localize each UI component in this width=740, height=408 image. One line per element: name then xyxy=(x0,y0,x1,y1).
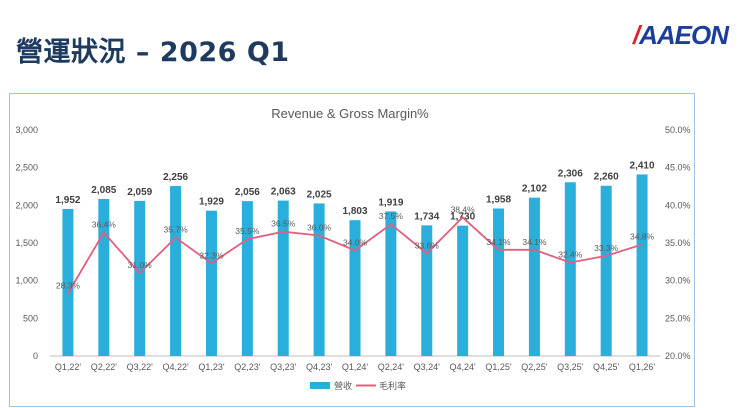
logo-accent-mark: / xyxy=(632,20,640,50)
gross-margin-data-label: 36.4% xyxy=(92,219,117,229)
company-logo: /AAEON xyxy=(632,20,729,51)
x-tick-label: Q3,22' xyxy=(127,362,154,372)
revenue-bar xyxy=(98,198,110,356)
revenue-bar xyxy=(528,197,540,356)
y-right-tick-label: 40.0% xyxy=(665,200,691,210)
revenue-gross-margin-chart: Revenue & Gross Margin% 0 500 1,000 1,500 2,… xyxy=(15,106,691,392)
revenue-bar xyxy=(385,211,397,356)
chart-legend: 營收 毛利率 xyxy=(310,380,406,392)
y-right-tick-label: 25.0% xyxy=(665,313,691,323)
gross-margin-data-label: 34.8% xyxy=(630,232,655,242)
x-tick-label: Q4,24' xyxy=(450,362,477,372)
x-tick-label: Q1,24' xyxy=(342,362,369,372)
revenue-data-label: 2,059 xyxy=(127,187,152,198)
gross-margin-data-label: 33.6% xyxy=(415,241,440,251)
revenue-bar xyxy=(313,203,325,356)
gross-margin-data-label: 33.3% xyxy=(594,243,619,253)
revenue-data-label: 1,929 xyxy=(199,197,224,208)
x-tick-label: Q1,22' xyxy=(55,362,82,372)
chart-frame: Revenue & Gross Margin% 0 500 1,000 1,500 2,… xyxy=(9,93,695,407)
revenue-bar xyxy=(170,186,182,356)
logo-text: AAEON xyxy=(639,20,729,50)
y-right-tick-label: 30.0% xyxy=(665,276,691,286)
x-tick-label: Q4,22' xyxy=(162,362,189,372)
gross-margin-data-label: 34.0% xyxy=(343,238,368,248)
revenue-data-label: 1,919 xyxy=(378,197,403,208)
revenue-data-label: 2,025 xyxy=(307,189,332,200)
revenue-bar xyxy=(421,225,433,356)
x-tick-label: Q1,26' xyxy=(629,362,656,372)
revenue-data-label: 2,306 xyxy=(558,168,583,179)
revenue-bar xyxy=(600,185,612,356)
y-axis-left: 0 500 1,000 1,500 2,000 2,500 3,000 xyxy=(15,125,38,361)
x-axis-labels: Q1,22' Q2,22' Q3,22' Q4,22' Q1,23' Q2,23' Q3,2… xyxy=(55,362,656,372)
revenue-bar xyxy=(493,208,505,356)
x-tick-label: Q1,23' xyxy=(198,362,225,372)
gross-margin-data-label: 32.3% xyxy=(199,250,224,260)
revenue-data-label: 2,256 xyxy=(163,172,188,183)
gross-margin-data-label: 28.3% xyxy=(56,280,81,290)
x-tick-label: Q2,24' xyxy=(378,362,405,372)
revenue-bar xyxy=(564,182,576,356)
revenue-bars xyxy=(62,174,648,356)
y-left-tick-label: 2,000 xyxy=(15,200,38,210)
x-tick-label: Q4,25' xyxy=(593,362,620,372)
x-tick-label: Q3,25' xyxy=(557,362,584,372)
revenue-data-label: 2,056 xyxy=(235,187,260,198)
x-tick-label: Q3,23' xyxy=(270,362,297,372)
y-left-tick-label: 1,000 xyxy=(15,276,38,286)
y-right-tick-label: 50.0% xyxy=(665,125,691,135)
revenue-data-label: 1,734 xyxy=(414,211,439,222)
legend-label-revenue: 營收 xyxy=(334,380,352,392)
revenue-data-label: 2,063 xyxy=(271,187,296,198)
y-left-tick-label: 500 xyxy=(23,313,38,323)
gross-margin-labels: 28.3% 36.4% 31.0% 35.7% 32.3% 35.5% 36.5% 36.0%… xyxy=(56,204,655,290)
gross-margin-data-label: 31.0% xyxy=(128,260,153,270)
legend-swatch-revenue xyxy=(310,382,330,389)
y-left-tick-label: 1,500 xyxy=(15,238,38,248)
revenue-data-label: 1,803 xyxy=(342,206,367,217)
revenue-data-label: 2,085 xyxy=(91,185,116,196)
revenue-bar xyxy=(457,225,469,356)
page-title: 營運狀況 – 2026 Q1 xyxy=(16,37,290,68)
y-left-tick-label: 2,500 xyxy=(15,163,38,173)
revenue-bar xyxy=(636,174,648,356)
x-tick-label: Q2,25' xyxy=(521,362,548,372)
y-axis-right: 20.0% 25.0% 30.0% 35.0% 40.0% 45.0% 50.0% xyxy=(665,125,691,361)
y-left-tick-label: 0 xyxy=(33,351,38,361)
x-tick-label: Q2,23' xyxy=(234,362,261,372)
revenue-bar xyxy=(205,210,217,356)
revenue-bar xyxy=(62,208,74,356)
gross-margin-data-label: 35.5% xyxy=(235,226,260,236)
revenue-bar xyxy=(134,200,146,356)
revenue-data-label: 2,410 xyxy=(630,160,655,171)
gross-margin-data-label: 37.5% xyxy=(379,211,404,221)
x-tick-label: Q2,22' xyxy=(91,362,118,372)
legend-label-margin: 毛利率 xyxy=(379,380,406,392)
y-right-tick-label: 35.0% xyxy=(665,238,691,248)
x-tick-label: Q4,23' xyxy=(306,362,333,372)
revenue-data-label: 1,952 xyxy=(55,195,80,206)
x-tick-label: Q1,25' xyxy=(485,362,512,372)
revenue-bar xyxy=(241,201,253,356)
revenue-bar xyxy=(277,200,289,356)
x-tick-label: Q3,24' xyxy=(414,362,441,372)
gross-margin-data-label: 34.1% xyxy=(522,237,547,247)
gross-margin-data-label: 35.7% xyxy=(164,225,189,235)
gross-margin-data-label: 34.1% xyxy=(486,237,511,247)
gross-margin-data-label: 32.4% xyxy=(558,250,583,260)
gross-margin-data-label: 36.0% xyxy=(307,222,332,232)
gross-margin-data-label: 36.5% xyxy=(271,219,296,229)
y-right-tick-label: 20.0% xyxy=(665,351,691,361)
revenue-data-label: 2,102 xyxy=(522,184,547,195)
gross-margin-line xyxy=(67,216,643,294)
revenue-bar xyxy=(349,220,361,356)
chart-title: Revenue & Gross Margin% xyxy=(271,106,429,121)
y-left-tick-label: 3,000 xyxy=(15,125,38,135)
y-right-tick-label: 45.0% xyxy=(665,163,691,173)
gross-margin-data-label: 38.4% xyxy=(451,204,476,214)
revenue-data-label: 2,260 xyxy=(594,172,619,183)
revenue-data-label: 1,958 xyxy=(486,194,511,205)
revenue-bar-labels: 1,952 2,085 2,059 2,256 1,929 2,056 2,063 2,025… xyxy=(55,160,655,222)
